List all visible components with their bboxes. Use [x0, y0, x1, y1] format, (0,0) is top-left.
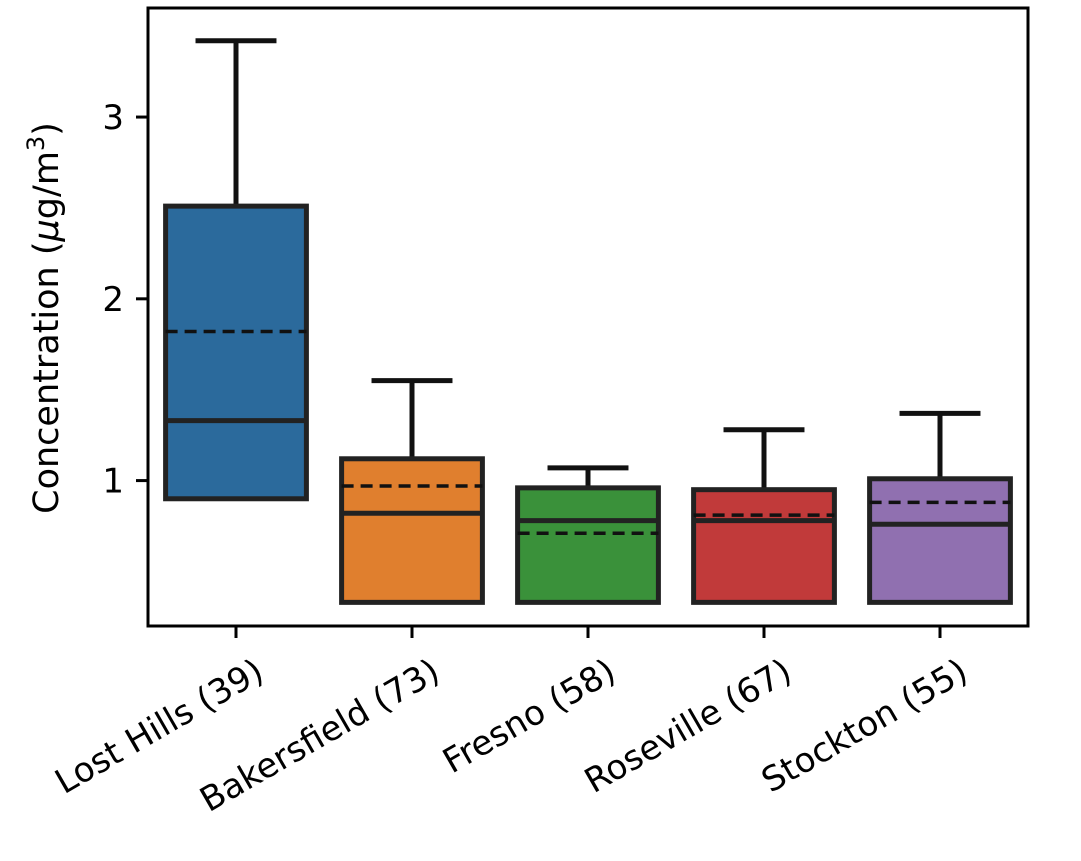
y-tick-label-2: 2: [102, 280, 124, 320]
y-tick-label-1: 1: [102, 462, 124, 502]
y-axis-label: Concentration (μg/m3): [22, 122, 67, 514]
y-axis-label-mu: μ: [27, 219, 67, 242]
box-group-2: [339, 378, 485, 605]
box-group-5: [867, 410, 1013, 605]
box: [515, 485, 661, 605]
box: [339, 456, 485, 605]
box: [163, 203, 309, 502]
box: [691, 487, 837, 605]
plot-frame: [146, 6, 1030, 628]
y-axis-label-main: Concentration (: [27, 241, 67, 513]
y-axis-label-sup: 3: [22, 136, 50, 151]
box-group-3: [515, 465, 661, 605]
y-tick-label-3: 3: [102, 98, 124, 138]
box-group-4: [691, 427, 837, 605]
box-group-1: [163, 38, 309, 502]
box: [867, 476, 1013, 605]
plot-area: [163, 38, 1013, 605]
y-axis-label-unit: g/m: [27, 151, 67, 219]
y-axis-label-close: ): [27, 122, 67, 136]
